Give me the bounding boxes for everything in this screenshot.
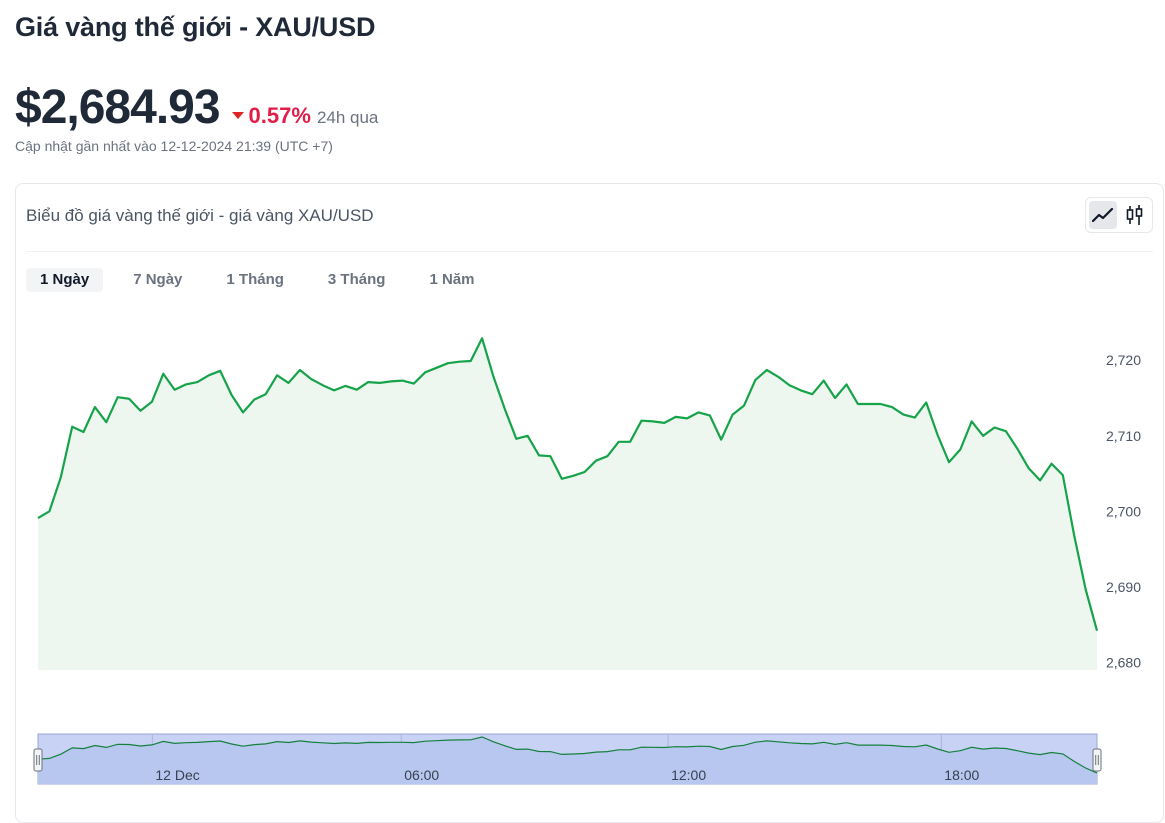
candlestick-button[interactable] — [1121, 201, 1149, 229]
tab-7-days[interactable]: 7 Ngày — [133, 271, 183, 288]
card-divider — [26, 251, 1153, 252]
caret-down-icon — [231, 112, 244, 119]
chart-type-toggle — [1085, 197, 1153, 233]
page-title: Giá vàng thế giới - XAU/USD — [15, 12, 376, 42]
current-price: $2,684.93 — [15, 81, 221, 134]
line-chart-icon — [1092, 207, 1114, 223]
tab-3-months[interactable]: 3 Tháng — [327, 271, 386, 288]
tab-1-day[interactable]: 1 Ngày — [26, 268, 104, 292]
navigator-tick-label: 12:00 — [671, 767, 706, 783]
y-tick-label: 2,710 — [1106, 428, 1141, 444]
last-updated: Cập nhật gần nhất vào 12-12-2024 21:39 (… — [15, 138, 333, 154]
candlestick-icon — [1126, 205, 1143, 225]
line-chart-button[interactable] — [1089, 201, 1117, 229]
price-row: $2,684.93 0.57% 24h qua — [15, 80, 378, 135]
navigator-tick-label: 12 Dec — [155, 767, 199, 783]
tab-1-year[interactable]: 1 Năm — [429, 271, 475, 288]
navigator-tick-label: 06:00 — [404, 767, 439, 783]
y-tick-label: 2,680 — [1106, 654, 1141, 670]
range-tabs: 1 Ngày 7 Ngày 1 Tháng 3 Tháng 1 Năm — [26, 268, 504, 292]
change-period: 24h qua — [316, 108, 379, 127]
price-area — [38, 338, 1097, 670]
chart-title: Biểu đồ giá vàng thế giới - giá vàng XAU… — [26, 206, 374, 225]
navigator-line — [37, 736, 1098, 774]
price-line — [37, 337, 1099, 631]
navigator-area — [38, 737, 1097, 784]
price-change: 0.57% — [248, 103, 311, 128]
navigator-handle-right[interactable] — [1092, 748, 1102, 772]
y-tick-label: 2,720 — [1106, 352, 1141, 368]
y-tick-label: 2,700 — [1106, 503, 1141, 519]
navigator-tick-label: 18:00 — [944, 767, 979, 783]
y-tick-label: 2,690 — [1106, 579, 1141, 595]
price-chart: 2,680 2,690 2,700 2,710 2,720 12 Dec 06:00 12:0… — [33, 337, 1141, 785]
tab-1-month[interactable]: 1 Tháng — [226, 271, 284, 288]
navigator-handle-left[interactable] — [33, 748, 43, 772]
